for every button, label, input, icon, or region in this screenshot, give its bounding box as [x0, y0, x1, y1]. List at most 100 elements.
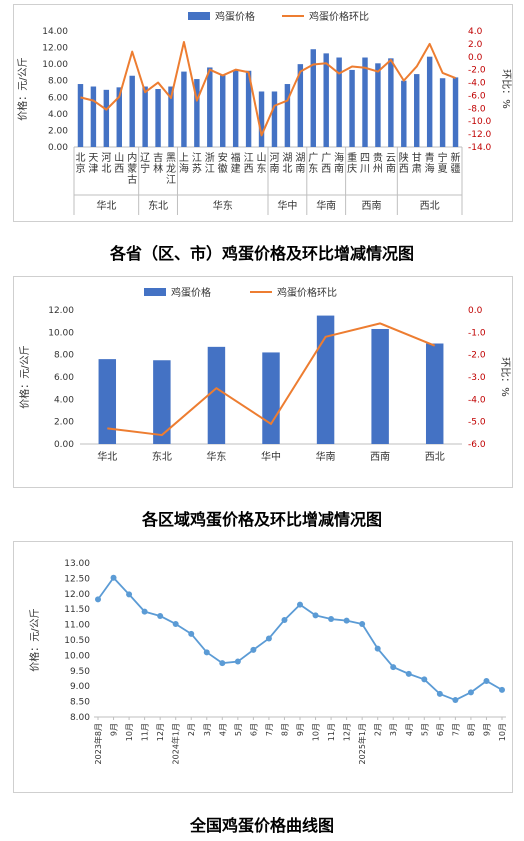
bar	[375, 63, 381, 147]
group-label: 华南	[316, 199, 336, 212]
y2-tick-label: -3.0	[468, 373, 486, 383]
legend-label-line: 鸡蛋价格环比	[277, 286, 337, 299]
group-label: 西南	[361, 199, 381, 212]
price-point	[234, 658, 241, 665]
y-axis-title: 价格：元/公斤	[16, 57, 29, 120]
x-tick-label: 11月	[141, 723, 150, 741]
price-point	[452, 697, 459, 704]
x-tick-label: 12月	[156, 723, 165, 741]
mom-line	[107, 322, 436, 437]
x-tick-label: 江西	[244, 152, 254, 175]
x-tick-label: 11月	[327, 723, 336, 741]
price-point	[126, 591, 133, 598]
x-tick-label: 3月	[389, 723, 398, 736]
region-chart-panel: 鸡蛋价格 鸡蛋价格环比 0.00 2.00 4.00 6.00 8.00 10.00 12.00…	[13, 276, 513, 488]
price-point	[297, 601, 303, 608]
y-tick-label: 8.00	[48, 77, 68, 87]
x-tick-label: 10月	[125, 723, 134, 741]
province-chart-title: 各省（区、市）鸡蛋价格及环比增减情况图	[109, 244, 414, 263]
bar	[310, 49, 316, 147]
group-label: 东北	[148, 199, 168, 212]
y-tick-label: 10.00	[48, 328, 74, 338]
price-point	[499, 686, 505, 693]
y-tick-label: 10.00	[64, 651, 90, 661]
legend-label-bar: 鸡蛋价格	[171, 286, 211, 299]
bar	[220, 74, 226, 147]
price-point	[343, 617, 350, 624]
y2-tick-label: 0.0	[468, 306, 483, 316]
legend-swatch-bar	[144, 288, 166, 296]
y2-tick-label: 0.0	[468, 53, 483, 63]
x-tick-label: 辽宁	[140, 152, 150, 175]
y-tick-label: 8.50	[70, 698, 90, 708]
price-point	[141, 608, 148, 615]
bar	[426, 56, 433, 147]
x-tick-label: 上海	[179, 152, 189, 175]
bar	[284, 84, 291, 147]
region-chart: 鸡蛋价格 鸡蛋价格环比 0.00 2.00 4.00 6.00 8.00 10.00 12.00…	[18, 286, 511, 463]
bar	[297, 64, 304, 147]
x-tick-label: 宁夏	[438, 151, 448, 175]
y2-axis-title: 环比：%	[500, 69, 512, 109]
price-line	[97, 576, 503, 701]
price-point	[328, 616, 335, 623]
bar	[129, 75, 135, 147]
x-tick-label: 10月	[312, 723, 321, 741]
x-tick-label: 4月	[405, 723, 414, 736]
x-tick-label: 重庆	[347, 151, 357, 175]
y-tick-label: 11.50	[64, 605, 90, 615]
x-tick-label: 9月	[110, 723, 119, 736]
y-tick-label: 12.00	[48, 306, 74, 316]
y-tick-label: 12.00	[64, 590, 90, 600]
price-point	[483, 677, 490, 684]
x-tick-label: 湖北	[282, 152, 292, 175]
price-point	[405, 670, 412, 677]
legend-swatch-bar	[188, 12, 210, 20]
y-tick-label: 4.00	[54, 395, 74, 405]
x-tick-label: 浙江	[205, 152, 215, 175]
y-tick-label: 11.00	[64, 621, 90, 631]
x-tick-label: 湖南	[295, 152, 305, 175]
bar	[194, 79, 200, 147]
price-point	[374, 645, 381, 652]
legend-label-bar: 鸡蛋价格	[215, 10, 255, 23]
group-label: 西北	[420, 200, 440, 212]
y-tick-label: 6.00	[48, 93, 68, 103]
x-tick-label: 2024年1月	[171, 723, 181, 764]
price-point	[95, 596, 101, 603]
bar	[77, 84, 84, 147]
x-tick-label: 甘肃	[412, 151, 422, 175]
price-point	[312, 612, 319, 619]
y-tick-label: 2.00	[48, 126, 68, 136]
x-tick-label: 安徽	[218, 151, 228, 175]
x-tick-label: 河南	[269, 152, 279, 175]
legend-label-line: 鸡蛋价格环比	[309, 10, 369, 23]
bar	[181, 71, 187, 147]
price-point	[172, 620, 179, 627]
bar	[155, 89, 161, 147]
x-tick-label: 内蒙古	[127, 151, 137, 186]
price-point	[265, 635, 272, 642]
x-tick-label: 2023年8月	[93, 723, 103, 764]
y-axis-title: 价格：元/公斤	[28, 608, 41, 671]
bar	[336, 57, 342, 148]
y2-tick-label: -10.0	[468, 117, 492, 127]
x-tick-label: 9月	[482, 723, 491, 736]
x-tick-label: 河北	[101, 152, 111, 175]
price-point	[436, 690, 443, 697]
y2-tick-label: -4.0	[468, 79, 486, 89]
price-point	[250, 646, 257, 653]
bar	[349, 69, 355, 147]
bar	[207, 67, 213, 147]
y2-axis-title: 环比：%	[499, 357, 511, 397]
x-tick-label: 3月	[203, 723, 212, 736]
x-tick-label: 青海	[425, 151, 435, 175]
bar	[207, 346, 226, 444]
y2-tick-label: -2.0	[468, 351, 486, 361]
x-tick-label: 12月	[343, 723, 352, 741]
bar	[362, 57, 368, 148]
x-tick-label: 云南	[386, 153, 396, 175]
bar	[153, 360, 171, 444]
bar	[425, 343, 444, 444]
bar	[90, 86, 97, 147]
